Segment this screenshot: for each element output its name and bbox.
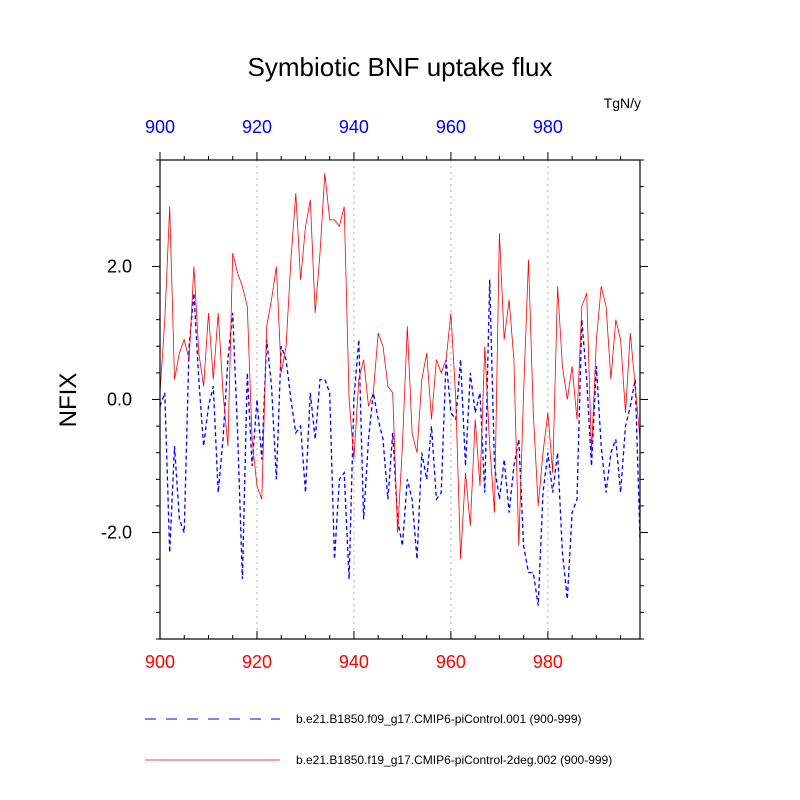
- y-tick-label-2: 2.0: [107, 256, 132, 276]
- series-line-1: [159, 173, 641, 560]
- x-tick-label-top-900: 900: [145, 117, 175, 137]
- x-tick-label-bottom-920: 920: [242, 652, 272, 672]
- x-tick-label-bottom-900: 900: [145, 652, 175, 672]
- x-tick-label-top-940: 940: [339, 117, 369, 137]
- x-tick-label-bottom-940: 940: [339, 652, 369, 672]
- x-tick-labels-bottom: 900 920 940 960 980: [145, 652, 563, 672]
- series-line-0: [159, 279, 641, 606]
- x-tick-label-top-920: 920: [242, 117, 272, 137]
- series-lines: [159, 173, 641, 606]
- y-tick-marks: [152, 159, 648, 640]
- y-axis-label: NFIX: [55, 373, 82, 428]
- x-tick-label-top-960: 960: [436, 117, 466, 137]
- y-tick-label-1: 0.0: [107, 390, 132, 410]
- legend-label-red: b.e21.B1850.f19_g17.CMIP6-piControl-2deg…: [296, 753, 612, 767]
- y-tick-labels: -2.0 0.0 2.0: [101, 256, 132, 542]
- x-tick-label-bottom-980: 980: [533, 652, 563, 672]
- x-tick-marks: [159, 152, 622, 639]
- y-tick-label-0: -2.0: [101, 523, 132, 543]
- x-tick-label-top-980: 980: [533, 117, 563, 137]
- vertical-gridlines: [256, 160, 549, 639]
- x-tick-labels-top: 900 920 940 960 980: [145, 117, 563, 137]
- units-label: TgN/y: [604, 95, 641, 111]
- x-tick-label-bottom-960: 960: [436, 652, 466, 672]
- legend-label-blue: b.e21.B1850.f09_g17.CMIP6-piControl.001 …: [296, 712, 582, 726]
- chart-title: Symbiotic BNF uptake flux: [248, 52, 553, 82]
- plot-frame: [159, 159, 641, 640]
- legend: b.e21.B1850.f09_g17.CMIP6-piControl.001 …: [145, 712, 612, 767]
